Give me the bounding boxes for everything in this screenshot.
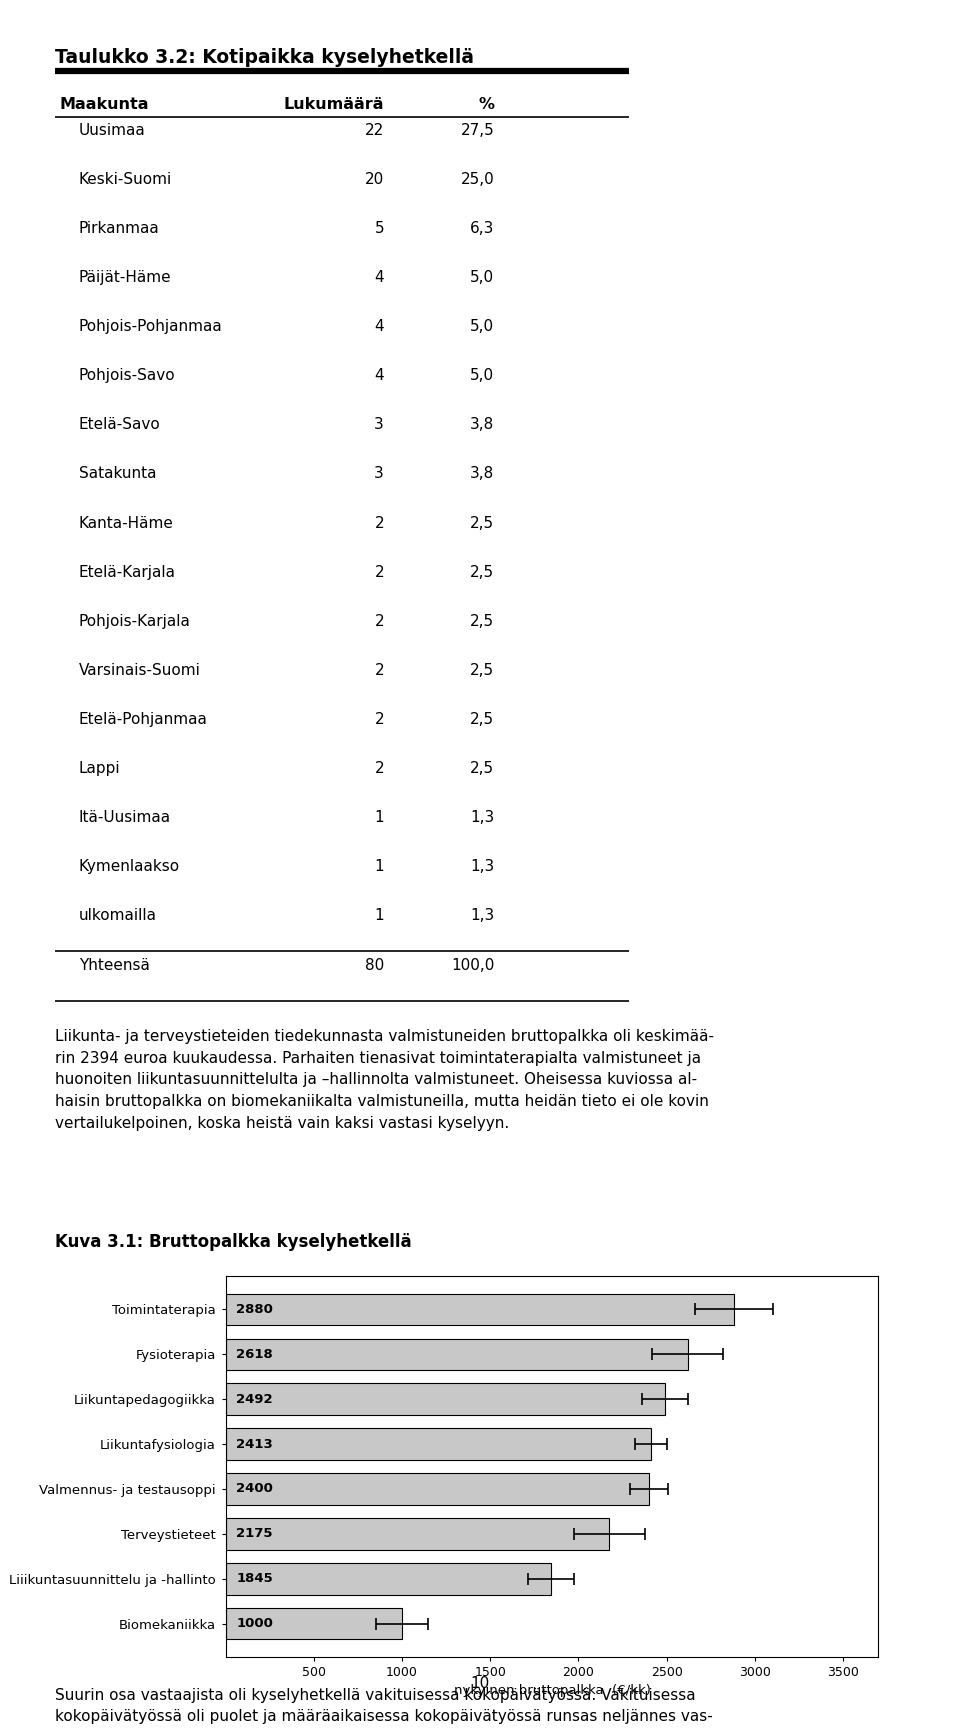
Bar: [226, 1383, 665, 1414]
Text: 4: 4: [374, 320, 384, 334]
Text: ulkomailla: ulkomailla: [79, 908, 156, 923]
Text: 2,5: 2,5: [470, 614, 494, 629]
Text: 2175: 2175: [236, 1527, 273, 1541]
Text: Päijät-Häme: Päijät-Häme: [79, 270, 171, 285]
Bar: [226, 1473, 649, 1504]
Text: 2,5: 2,5: [470, 712, 494, 726]
Bar: [226, 1608, 402, 1639]
Text: 80: 80: [365, 958, 384, 972]
Text: Satakunta: Satakunta: [79, 467, 156, 481]
Text: Taulukko 3.2: Kotipaikka kyselyhetkellä: Taulukko 3.2: Kotipaikka kyselyhetkellä: [55, 48, 473, 67]
Bar: [226, 1338, 687, 1369]
Text: 1845: 1845: [236, 1572, 273, 1585]
Text: 25,0: 25,0: [461, 171, 494, 187]
Text: 2,5: 2,5: [470, 662, 494, 678]
Text: Kuva 3.1: Bruttopalkka kyselyhetkellä: Kuva 3.1: Bruttopalkka kyselyhetkellä: [55, 1233, 411, 1252]
Text: 2: 2: [374, 515, 384, 531]
Text: Maakunta: Maakunta: [60, 97, 149, 112]
Text: 1: 1: [374, 859, 384, 875]
Text: 10: 10: [470, 1675, 490, 1691]
Text: 5,0: 5,0: [470, 320, 494, 334]
Text: Keski-Suomi: Keski-Suomi: [79, 171, 172, 187]
Text: 3: 3: [374, 417, 384, 432]
Text: Pohjois-Savo: Pohjois-Savo: [79, 368, 176, 384]
Text: 2413: 2413: [236, 1437, 273, 1451]
Text: Liikunta- ja terveystieteiden tiedekunnasta valmistuneiden bruttopalkka oli kesk: Liikunta- ja terveystieteiden tiedekunna…: [55, 1029, 713, 1131]
Text: Kanta-Häme: Kanta-Häme: [79, 515, 174, 531]
Text: Pohjois-Pohjanmaa: Pohjois-Pohjanmaa: [79, 320, 223, 334]
Text: 1: 1: [374, 811, 384, 825]
Text: 3,8: 3,8: [470, 467, 494, 481]
Text: 3: 3: [374, 467, 384, 481]
Text: 2: 2: [374, 614, 384, 629]
Text: %: %: [478, 97, 494, 112]
Text: Itä-Uusimaa: Itä-Uusimaa: [79, 811, 171, 825]
Text: 100,0: 100,0: [451, 958, 494, 972]
Text: 6,3: 6,3: [470, 221, 494, 235]
Text: 5,0: 5,0: [470, 270, 494, 285]
Bar: [226, 1563, 551, 1594]
Text: Lappi: Lappi: [79, 761, 120, 776]
Text: Kymenlaakso: Kymenlaakso: [79, 859, 180, 875]
Text: 2,5: 2,5: [470, 761, 494, 776]
Text: 1,3: 1,3: [470, 859, 494, 875]
Text: Etelä-Pohjanmaa: Etelä-Pohjanmaa: [79, 712, 207, 726]
Bar: [226, 1518, 610, 1549]
Text: 1: 1: [374, 908, 384, 923]
Bar: [226, 1428, 651, 1459]
Text: Uusimaa: Uusimaa: [79, 123, 146, 138]
Text: 1,3: 1,3: [470, 908, 494, 923]
Text: 2,5: 2,5: [470, 515, 494, 531]
Text: 2: 2: [374, 565, 384, 579]
Text: 1000: 1000: [236, 1617, 273, 1630]
Text: Pirkanmaa: Pirkanmaa: [79, 221, 159, 235]
Text: Etelä-Karjala: Etelä-Karjala: [79, 565, 176, 579]
Text: Varsinais-Suomi: Varsinais-Suomi: [79, 662, 201, 678]
Text: 4: 4: [374, 270, 384, 285]
X-axis label: nykyinen bruttopalkka  (€/kk): nykyinen bruttopalkka (€/kk): [453, 1684, 651, 1698]
Text: 2,5: 2,5: [470, 565, 494, 579]
Text: Lukumäärä: Lukumäärä: [283, 97, 384, 112]
Text: Suurin osa vastaajista oli kyselyhetkellä vakituisessa kokopäivätyössä. Vakituis: Suurin osa vastaajista oli kyselyhetkell…: [55, 1688, 712, 1729]
Text: Pohjois-Karjala: Pohjois-Karjala: [79, 614, 191, 629]
Text: 2618: 2618: [236, 1349, 273, 1361]
Text: 5: 5: [374, 221, 384, 235]
Text: Etelä-Savo: Etelä-Savo: [79, 417, 160, 432]
Text: 27,5: 27,5: [461, 123, 494, 138]
Text: 2492: 2492: [236, 1392, 273, 1406]
Text: 20: 20: [365, 171, 384, 187]
Text: 2400: 2400: [236, 1482, 273, 1496]
Text: 5,0: 5,0: [470, 368, 494, 384]
Text: 4: 4: [374, 368, 384, 384]
Text: 22: 22: [365, 123, 384, 138]
Text: 2880: 2880: [236, 1304, 273, 1316]
Bar: [226, 1293, 733, 1324]
Text: 1,3: 1,3: [470, 811, 494, 825]
Text: 2: 2: [374, 761, 384, 776]
Text: 2: 2: [374, 662, 384, 678]
Text: Yhteensä: Yhteensä: [79, 958, 150, 972]
Text: 3,8: 3,8: [470, 417, 494, 432]
Text: 2: 2: [374, 712, 384, 726]
